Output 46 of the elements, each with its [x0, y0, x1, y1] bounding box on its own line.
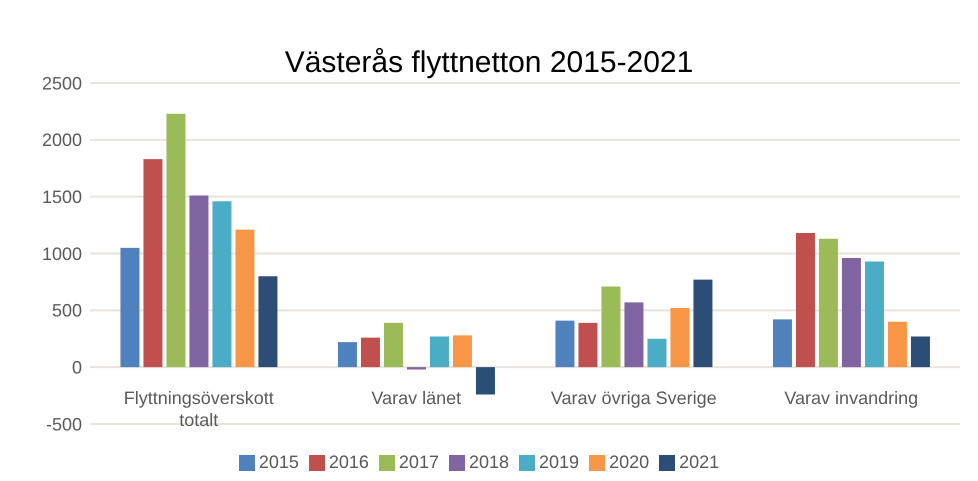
y-tick-label: -500 [46, 414, 82, 434]
bar [647, 338, 666, 368]
legend-label: 2018 [468, 452, 510, 472]
bar [430, 336, 449, 368]
bar [360, 338, 380, 368]
legend-label: 2021 [679, 452, 720, 472]
legend-label: 2019 [539, 452, 580, 472]
bar [842, 258, 861, 368]
bar [384, 322, 403, 368]
y-tick-label: 2500 [42, 73, 82, 94]
legend-label: 2016 [328, 452, 369, 472]
bar [338, 342, 357, 368]
bar [624, 302, 644, 368]
bar [452, 335, 472, 368]
x-tick-label: Varav övriga Sverige [550, 388, 717, 408]
bar [166, 114, 186, 368]
bar [910, 336, 930, 368]
bar [601, 286, 620, 368]
bar [120, 248, 140, 368]
bar [476, 367, 495, 394]
bar [212, 201, 232, 368]
x-tick-label: Varav invandring [784, 388, 918, 408]
bar [864, 261, 884, 368]
bar [772, 319, 792, 368]
legend-label: 2017 [398, 452, 439, 472]
bar [258, 276, 278, 368]
legend-label: 2015 [258, 452, 299, 472]
x-tick-label: Flyttningsöverskott totalt [124, 388, 274, 430]
bar [143, 159, 162, 368]
chart-title: Västerås flyttnetton 2015-2021 [284, 46, 694, 79]
legend-label: 2020 [609, 452, 650, 472]
bar [235, 230, 254, 368]
x-tick-label: Varav länet [371, 388, 462, 408]
y-tick-label: 2000 [42, 130, 82, 150]
bar [189, 196, 208, 368]
y-tick-label: 1000 [42, 244, 82, 264]
bar [578, 322, 598, 368]
y-tick-label: 0 [72, 358, 82, 378]
y-tick-label: 1500 [42, 187, 82, 208]
bar [888, 322, 907, 368]
y-tick-label: 500 [52, 300, 82, 321]
bar [555, 320, 574, 368]
bar [796, 233, 815, 368]
bar [670, 308, 690, 368]
bar [693, 280, 712, 368]
bar [818, 238, 838, 368]
